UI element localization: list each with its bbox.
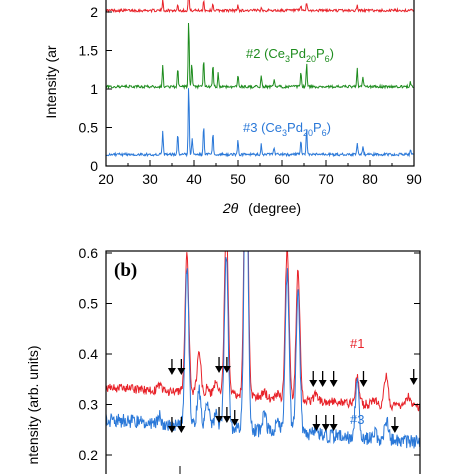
panel-a-y-tick-label: 1 [90, 81, 98, 97]
panel-a-x-tick-label: 40 [186, 171, 202, 187]
panel-b-series-group [106, 251, 420, 449]
panel-a-series-line-2 [105, 22, 414, 90]
panel-b-y-ticks: 0.2 0.3 0.4 0.5 0.6 [79, 245, 420, 463]
panel-a-y-tick-label: 0 [90, 158, 98, 174]
panel-b-label: (b) [114, 260, 137, 281]
panel-a-y-ticks: 0 0.5 1 1.5 2 [79, 4, 112, 174]
panel-b-arrow-series1 [177, 359, 186, 375]
panel-b-arrow-series1 [359, 371, 368, 387]
panel-a-y-tick-label: 2 [90, 4, 98, 20]
panel-b-arrow-series1 [167, 359, 176, 375]
panel-b-arrow-series3 [230, 410, 239, 426]
panel-a-series-group [105, 0, 414, 158]
panel-b-annotation-1: #1 [350, 336, 364, 351]
panel-a-x-tick-label: 60 [274, 171, 290, 187]
panel-b-arrow-series1 [215, 357, 224, 373]
panel-a-annotation-3: #3 (Ce3Pd20P6) [243, 120, 331, 138]
panel-b-series-line-2 [106, 251, 420, 449]
panel-b-y-tick-label: 0.2 [79, 447, 99, 463]
panel-a-y-axis-title: Intensity (ar [43, 45, 59, 118]
panel-a-series-line-3 [105, 88, 414, 158]
panel-b-annotation-3: #3 [350, 412, 364, 427]
panel-b-arrow-series1 [318, 371, 327, 387]
panel-a-x-axis-title: 2θ (degree) [222, 200, 301, 216]
panel-b-arrow-series3 [312, 415, 321, 431]
panel-b-arrow-group [167, 357, 418, 433]
panel-a-annotation-2: #2 (Ce3Pd20P6) [246, 46, 334, 64]
panel-a-x-tick-label: 90 [406, 171, 422, 187]
panel-b-arrow-series3 [222, 407, 231, 423]
panel-b-arrow-series1 [329, 371, 338, 387]
panel-a-x-axis-symbol: 2θ [222, 200, 239, 216]
panel-a-x-axis-unit: (degree) [248, 200, 301, 216]
panel-a-x-tick-label: 30 [142, 171, 158, 187]
panel-b-arrow-series3 [177, 417, 186, 433]
panel-b-arrow-series3 [321, 415, 330, 431]
panel-b-arrow-series1 [222, 357, 231, 373]
panel-b-arrow-series3 [215, 407, 224, 423]
panel-b-arrow-series3 [167, 417, 176, 433]
panel-b-plot-frame [105, 250, 421, 474]
panel-b-y-tick-label: 0.5 [79, 296, 99, 312]
panel-b-arrow-series3 [390, 417, 399, 433]
panel-b-arrow-series3 [329, 415, 338, 431]
panel-a-series-line-1 [105, 0, 414, 14]
panel-b-y-axis-title: ntensity (arb. units) [25, 345, 41, 464]
panel-a-x-tick-label: 80 [362, 171, 378, 187]
panel-b-y-tick-label: 0.4 [79, 346, 99, 362]
panel-a: 20 30 40 50 60 70 80 90 0 0.5 1 1.5 2 #2 (Ce3Pd20P6… [43, 0, 422, 216]
panel-b-arrow-series1 [309, 371, 318, 387]
panel-b-series-line-1 [106, 251, 420, 412]
panel-a-y-tick-label: 0.5 [79, 120, 99, 136]
panel-a-x-tick-label: 70 [318, 171, 334, 187]
panel-a-x-ticks: 20 30 40 50 60 70 80 90 [98, 160, 422, 187]
panel-a-x-tick-label: 20 [98, 171, 114, 187]
panel-b: 0.2 0.3 0.4 0.5 0.6 (b) #1 #3 ntensity (arb.… [25, 245, 421, 474]
panel-a-y-tick-label: 1.5 [79, 43, 99, 59]
panel-a-x-tick-label: 50 [230, 171, 246, 187]
panel-b-arrow-series1 [409, 369, 418, 385]
panel-b-y-tick-label: 0.3 [79, 397, 99, 413]
panel-b-y-tick-label: 0.6 [79, 245, 99, 261]
